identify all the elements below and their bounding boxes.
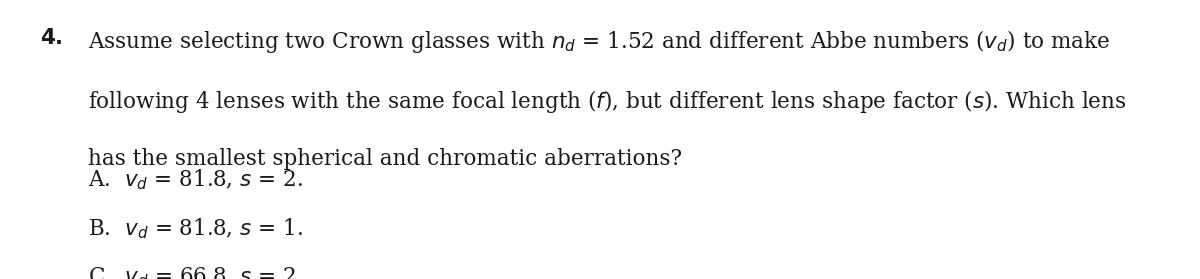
Text: following 4 lenses with the same focal length ($f$), but different lens shape fa: following 4 lenses with the same focal l… [88, 88, 1126, 115]
Text: A.  $v_d$ = 81.8, $s$ = 2.: A. $v_d$ = 81.8, $s$ = 2. [88, 167, 302, 192]
Text: Assume selecting two Crown glasses with $n_d$ = 1.52 and different Abbe numbers : Assume selecting two Crown glasses with … [88, 28, 1110, 55]
Text: B.  $v_d$ = 81.8, $s$ = 1.: B. $v_d$ = 81.8, $s$ = 1. [88, 216, 302, 241]
Text: has the smallest spherical and chromatic aberrations?: has the smallest spherical and chromatic… [88, 148, 682, 170]
Text: 4.: 4. [40, 28, 62, 48]
Text: C.  $v_d$ = 66.8, $s$ = 2.: C. $v_d$ = 66.8, $s$ = 2. [88, 265, 302, 279]
